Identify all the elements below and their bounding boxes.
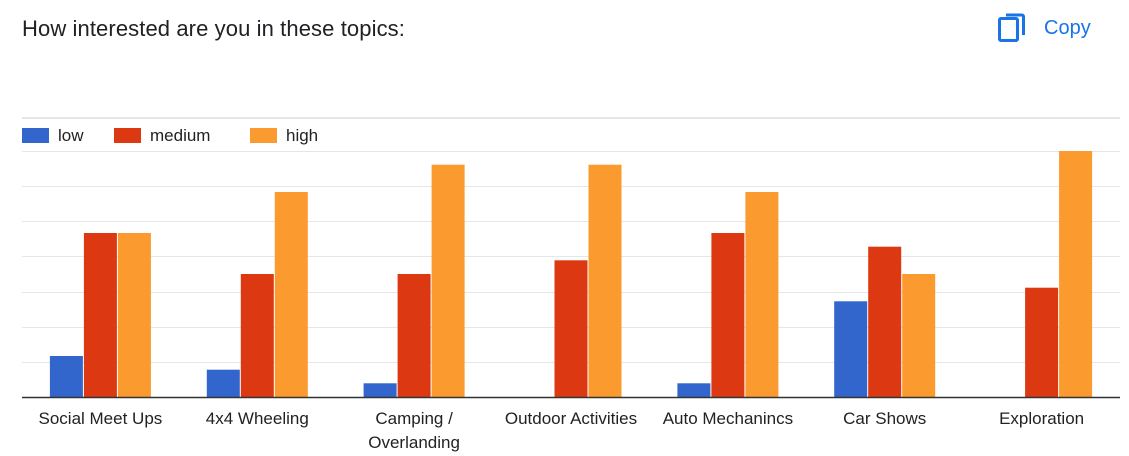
- bar-high[interactable]: [1059, 151, 1093, 397]
- legend-label-high: high: [286, 126, 318, 145]
- bar-high[interactable]: [117, 233, 151, 397]
- x-tick-label: Camping /: [375, 409, 453, 428]
- copy-button[interactable]: Copy: [998, 10, 1091, 46]
- x-tick-label: Overlanding: [368, 433, 460, 452]
- x-tick-label: Auto Mechanincs: [663, 409, 793, 428]
- legend-label-low: low: [58, 126, 84, 145]
- bar-medium[interactable]: [554, 260, 588, 397]
- bar-low[interactable]: [363, 383, 397, 397]
- bar-medium[interactable]: [240, 274, 274, 397]
- bar-medium[interactable]: [1025, 287, 1059, 397]
- x-tick-label: 4x4 Wheeling: [206, 409, 309, 428]
- bar-low[interactable]: [206, 369, 240, 397]
- bar-high[interactable]: [902, 274, 936, 397]
- legend-swatch-medium: [114, 128, 141, 143]
- bar-high[interactable]: [588, 164, 622, 397]
- bar-medium[interactable]: [711, 233, 745, 397]
- bar-high[interactable]: [274, 192, 308, 397]
- bar-low[interactable]: [834, 301, 868, 397]
- bar-medium[interactable]: [397, 274, 431, 397]
- bar-low[interactable]: [677, 383, 711, 397]
- legend-swatch-high: [250, 128, 277, 143]
- bar-high[interactable]: [745, 192, 779, 397]
- copy-button-label: Copy: [1044, 16, 1091, 39]
- question-title: How interested are you in these topics:: [22, 16, 405, 41]
- legend-swatch-low: [22, 128, 49, 143]
- legend-label-medium: medium: [150, 126, 210, 145]
- bar-low[interactable]: [49, 356, 83, 397]
- copy-icon: [998, 12, 1026, 44]
- x-tick-label: Outdoor Activities: [505, 409, 637, 428]
- bar-high[interactable]: [431, 164, 465, 397]
- x-tick-label: Social Meet Ups: [39, 409, 163, 428]
- x-tick-label: Exploration: [999, 409, 1084, 428]
- x-tick-label: Car Shows: [843, 409, 926, 428]
- bar-medium[interactable]: [83, 233, 117, 397]
- bar-medium[interactable]: [868, 246, 902, 397]
